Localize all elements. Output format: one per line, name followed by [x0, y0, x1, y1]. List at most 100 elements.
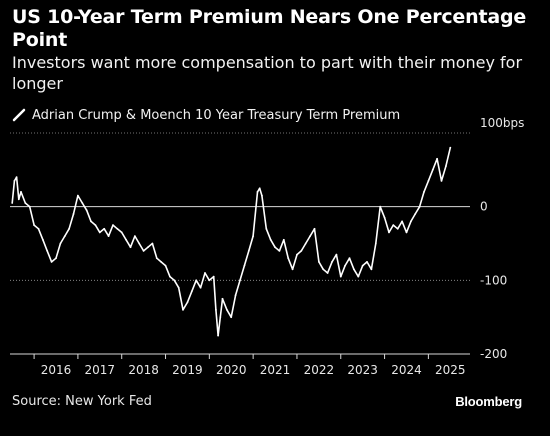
data-point	[68, 227, 70, 230]
data-point	[120, 231, 123, 234]
data-point	[278, 250, 281, 252]
data-point	[366, 261, 368, 263]
data-point	[440, 180, 443, 182]
data-point	[182, 308, 184, 311]
data-point	[155, 257, 158, 260]
legend: Adrian Crump & Moench 10 Year Treasury T…	[12, 106, 400, 124]
data-point	[239, 279, 241, 282]
data-point	[72, 213, 75, 215]
data-point	[63, 235, 66, 238]
data-point	[59, 242, 62, 245]
data-point	[33, 224, 35, 227]
data-point	[17, 198, 20, 201]
data-point	[388, 231, 390, 234]
data-point	[258, 187, 261, 190]
y-tick-label: -100	[480, 273, 507, 287]
data-point	[37, 227, 40, 230]
data-point	[269, 238, 272, 241]
data-point	[313, 227, 316, 230]
x-tick-label: 2025	[435, 363, 466, 377]
data-point	[410, 220, 412, 223]
y-tick-label: -200	[480, 347, 507, 361]
x-tick-label: 2021	[260, 363, 291, 377]
data-point	[219, 316, 222, 319]
data-point	[186, 301, 189, 304]
data-point	[383, 216, 386, 219]
data-point	[339, 275, 342, 278]
data-point	[226, 308, 228, 311]
x-tick-label: 2017	[85, 363, 116, 377]
data-point	[199, 286, 202, 289]
data-point	[116, 227, 119, 230]
data-point	[164, 264, 167, 267]
data-point	[348, 257, 351, 260]
data-point	[138, 242, 141, 245]
data-point	[103, 227, 106, 230]
data-point	[107, 235, 110, 238]
data-point	[335, 253, 338, 256]
data-point	[217, 334, 220, 337]
data-point	[322, 268, 325, 271]
data-point	[20, 191, 22, 193]
data-point	[173, 279, 176, 282]
y-tick-label: 100bps	[480, 116, 524, 130]
data-point	[353, 268, 355, 271]
data-point	[357, 275, 360, 278]
x-tick-label: 2024	[391, 363, 422, 377]
data-point	[423, 191, 425, 193]
x-tick-label: 2018	[128, 363, 159, 377]
data-point	[28, 205, 31, 208]
data-point	[304, 242, 307, 245]
data-point	[309, 235, 311, 238]
data-point	[252, 235, 255, 238]
data-point	[24, 202, 27, 204]
x-tick-label: 2016	[41, 363, 72, 377]
data-point	[195, 279, 198, 282]
data-point	[344, 264, 346, 267]
data-point	[445, 165, 447, 168]
data-point	[55, 257, 57, 260]
data-point	[160, 261, 163, 263]
data-point	[414, 213, 417, 215]
data-point	[401, 220, 403, 223]
data-point	[221, 297, 224, 300]
data-point	[212, 275, 215, 278]
data-point	[282, 238, 285, 241]
data-point	[265, 227, 268, 230]
data-point	[142, 250, 145, 252]
data-point	[326, 272, 329, 274]
data-point	[296, 253, 298, 256]
data-point	[392, 224, 395, 227]
x-tick-label: 2020	[216, 363, 247, 377]
data-point	[129, 246, 132, 249]
data-point	[431, 168, 434, 171]
data-point	[204, 272, 206, 274]
source-note: Source: New York Fed	[12, 394, 152, 409]
y-tick-label: 0	[480, 200, 488, 214]
data-point	[42, 238, 44, 241]
data-point	[77, 194, 79, 197]
series-line	[11, 147, 452, 337]
data-point	[90, 220, 92, 223]
data-point	[13, 180, 16, 182]
data-point	[50, 261, 53, 263]
data-point	[151, 242, 154, 245]
data-point	[234, 294, 237, 296]
data-point	[85, 209, 88, 212]
data-point	[247, 250, 250, 252]
data-point	[11, 202, 14, 204]
data-point	[370, 268, 373, 271]
data-point	[169, 275, 171, 278]
x-tick-label: 2022	[304, 363, 335, 377]
brand-logo: Bloomberg	[455, 394, 522, 409]
data-point	[147, 246, 149, 249]
legend-line-icon	[12, 108, 26, 122]
data-point	[125, 238, 127, 241]
data-point	[46, 250, 49, 252]
data-point	[361, 264, 364, 267]
x-tick-label: 2023	[347, 363, 378, 377]
data-point	[405, 231, 408, 234]
data-point	[208, 279, 211, 282]
data-point	[261, 194, 263, 197]
